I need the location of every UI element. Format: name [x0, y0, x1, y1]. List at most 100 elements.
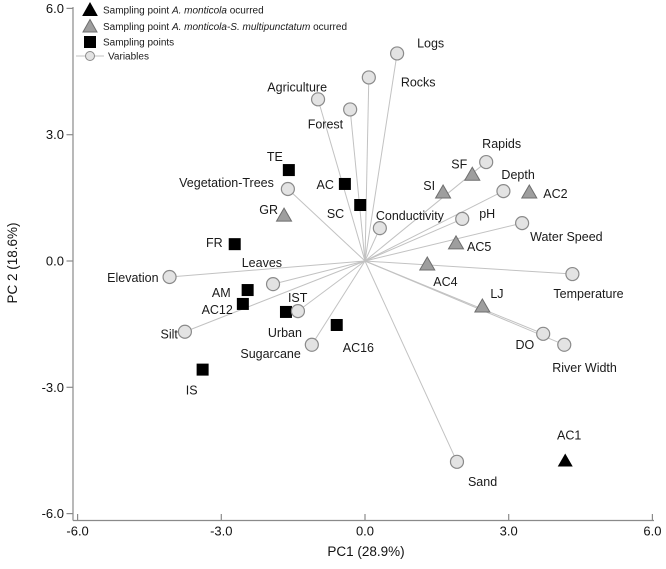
- legend-item-label: Variables: [108, 52, 149, 63]
- point-label-ph: pH: [479, 207, 495, 221]
- vector-sugarcane: [311, 260, 366, 346]
- point-label-si: SI: [423, 179, 435, 193]
- point-marker-temperature: [565, 266, 580, 282]
- point-label-ac16: AC16: [343, 341, 374, 355]
- point-label-elevation: Elevation: [107, 271, 158, 285]
- point-marker-ac16: [330, 318, 343, 331]
- x-tick-label: 3.0: [500, 524, 518, 539]
- x-tick-label: 0.0: [356, 524, 374, 539]
- point-marker-depth: [496, 184, 511, 199]
- point-label-ac2: AC2: [543, 187, 567, 201]
- x-tick-label: 6.0: [643, 524, 661, 539]
- point-label-depth: Depth: [501, 168, 534, 182]
- axes: -6.0 -3.0 0.0 3.0 6.0 6.0 3.0 0.0 -3.0 -6.0: [42, 1, 662, 539]
- point-label-do: DO: [515, 338, 534, 352]
- vector-leaves: [272, 260, 366, 285]
- point-marker-ac4: [418, 255, 436, 271]
- vector-sand: [364, 260, 458, 463]
- point-marker-agriculture: [310, 92, 326, 107]
- point-label-leaves: Leaves: [242, 256, 282, 270]
- x-tick-label: -6.0: [66, 524, 88, 539]
- point-marker-water-speed: [515, 216, 530, 231]
- point-label-sf: SF: [451, 157, 467, 171]
- point-label-ac4: AC4: [433, 275, 457, 289]
- point-label-rapids: Rapids: [482, 137, 521, 151]
- legend-variable-circle-icon: [85, 51, 95, 61]
- point-label-agriculture: Agriculture: [267, 80, 327, 94]
- point-label-ac12: AC12: [202, 303, 233, 317]
- point-marker-ac1: [557, 453, 573, 467]
- point-marker-sc: [354, 199, 367, 212]
- legend-item-label: Sampling point A. monticola ocurred: [103, 6, 264, 17]
- vector-vegetation-trees: [287, 188, 366, 262]
- point-label-vegetation-trees: Vegetation-Trees: [179, 176, 274, 190]
- vector-urban: [297, 260, 366, 312]
- y-tick-label: -6.0: [42, 506, 64, 521]
- legend-item-label: Sampling point A. monticola-S. multipunc…: [103, 22, 347, 33]
- point-marker-logs: [389, 46, 405, 61]
- legend-triangle-black-icon: [82, 1, 98, 16]
- point-marker-vegetation-trees: [280, 181, 295, 197]
- vector-depth: [364, 190, 504, 262]
- point-marker-ac5: [447, 234, 465, 250]
- point-label-sc: SC: [327, 207, 344, 221]
- point-label-forest: Forest: [308, 117, 344, 131]
- vector-river-width: [364, 260, 565, 346]
- y-tick-label: -3.0: [42, 380, 64, 395]
- point-marker-leaves: [265, 277, 281, 292]
- y-tick-label: 3.0: [46, 127, 64, 142]
- point-marker-rapids: [479, 154, 494, 170]
- data-points: [162, 46, 580, 469]
- point-label-water-speed: Water Speed: [530, 230, 603, 244]
- point-marker-urban: [290, 303, 306, 319]
- point-marker-ac2: [520, 183, 538, 199]
- point-label-gr: GR: [259, 203, 278, 217]
- point-label-ist: IST: [288, 291, 308, 305]
- point-marker-conductivity: [372, 221, 387, 236]
- point-labels: Logs Rocks Agriculture Forest Vegetation-Tre…: [107, 36, 623, 488]
- point-label-ac5: AC5: [467, 240, 491, 254]
- point-marker-do: [536, 326, 551, 341]
- point-marker-sf: [463, 166, 481, 181]
- point-label-ac: AC: [317, 178, 334, 192]
- point-marker-sugarcane: [304, 337, 319, 352]
- x-tick-label: -3.0: [210, 524, 232, 539]
- legend-square-icon: [84, 36, 96, 48]
- variable-vectors: [169, 53, 573, 463]
- vector-rocks: [364, 77, 370, 262]
- legend: Sampling point A. monticola ocurred Sampl…: [76, 1, 347, 63]
- vector-ph: [364, 218, 463, 262]
- point-label-ac1: AC1: [557, 429, 581, 443]
- point-label-temperature: Temperature: [553, 287, 623, 301]
- point-marker-silt: [177, 324, 192, 339]
- point-marker-gr: [275, 207, 293, 222]
- point-label-logs: Logs: [417, 36, 444, 50]
- y-axis-title: PC 2 (18.6%): [5, 222, 20, 303]
- point-marker-ist: [279, 305, 292, 318]
- vector-water-speed: [364, 222, 523, 262]
- point-label-conductivity: Conductivity: [376, 209, 445, 223]
- point-marker-lj: [473, 298, 491, 313]
- point-label-lj: LJ: [490, 287, 503, 301]
- y-tick-label: 6.0: [46, 1, 64, 16]
- point-marker-rocks: [361, 70, 376, 85]
- point-label-urban: Urban: [268, 326, 302, 340]
- point-marker-fr: [228, 238, 241, 251]
- legend-item-label: Sampling points: [103, 38, 174, 49]
- point-label-silt: Silt: [161, 328, 179, 342]
- point-label-rocks: Rocks: [401, 75, 436, 89]
- point-marker-is: [196, 363, 209, 376]
- point-label-river-width: River Width: [552, 361, 617, 375]
- point-marker-ph: [455, 211, 470, 226]
- point-marker-si: [434, 183, 452, 199]
- vector-forest: [349, 109, 366, 262]
- point-label-fr: FR: [206, 236, 223, 250]
- point-marker-ac: [338, 177, 351, 190]
- vector-logs: [364, 53, 398, 262]
- y-tick-label: 0.0: [46, 254, 64, 269]
- point-marker-river-width: [557, 337, 572, 352]
- legend-triangle-gray-icon: [82, 18, 98, 33]
- point-marker-sand: [449, 454, 465, 469]
- point-label-te: TE: [267, 150, 283, 164]
